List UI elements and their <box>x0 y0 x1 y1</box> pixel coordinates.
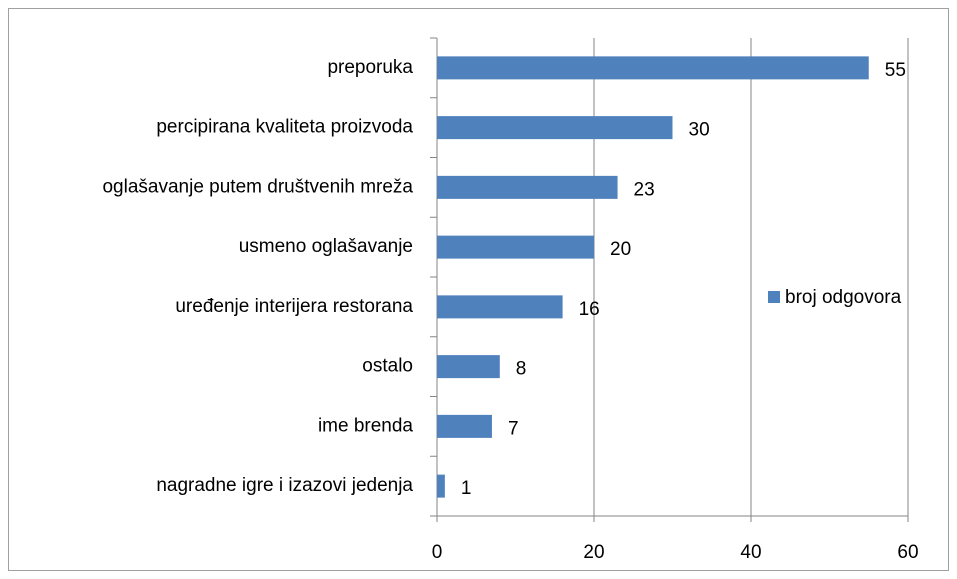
y-tick-label: ime brenda <box>318 415 413 436</box>
y-tick-label: percipirana kvaliteta proizvoda <box>156 117 413 138</box>
data-label: 55 <box>885 60 906 81</box>
y-tick-label: ostalo <box>362 356 413 377</box>
bar <box>437 175 618 199</box>
data-label: 23 <box>634 179 655 200</box>
y-tick-label: preporuka <box>327 57 413 78</box>
bar <box>437 474 445 498</box>
y-tick-label: nagradne igre i izazovi jedenja <box>156 475 413 496</box>
x-tick-label: 20 <box>583 542 604 563</box>
data-label: 30 <box>689 120 710 141</box>
legend-label: broj odgovora <box>785 287 902 308</box>
y-tick-label: usmeno oglašavanje <box>239 236 413 257</box>
data-label: 7 <box>508 418 519 439</box>
y-tick-label: oglašavanje putem društvenih mreža <box>102 176 413 197</box>
y-tick-label: uređenje interijera restorana <box>175 296 413 317</box>
bar <box>437 56 869 80</box>
bar <box>437 235 594 259</box>
bar <box>437 414 492 438</box>
x-tick-label: 40 <box>740 542 761 563</box>
data-label: 8 <box>516 359 527 380</box>
x-tick-label: 60 <box>897 542 918 563</box>
data-label: 20 <box>610 239 631 260</box>
chart-border <box>8 8 949 571</box>
bar <box>437 355 500 379</box>
bar <box>437 116 673 140</box>
legend-swatch <box>768 291 780 303</box>
x-tick-label: 0 <box>432 542 443 563</box>
data-label: 16 <box>579 299 600 320</box>
data-label: 1 <box>461 478 472 499</box>
bar <box>437 295 563 319</box>
